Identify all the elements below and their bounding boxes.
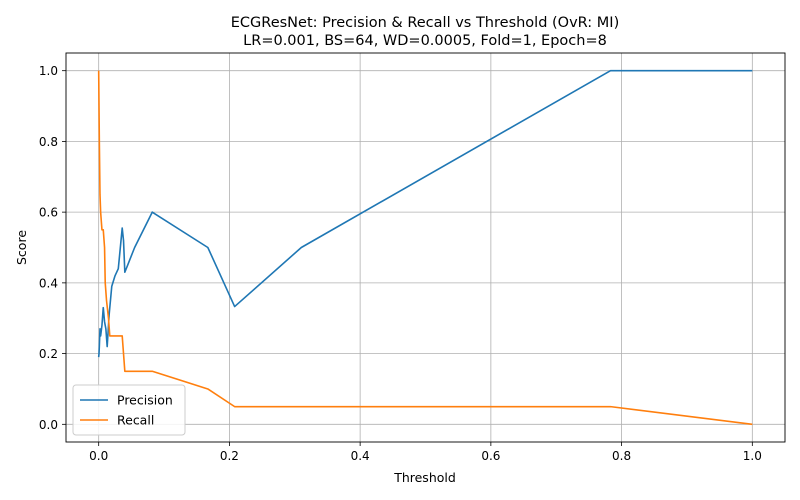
plot-frame	[65, 52, 786, 443]
x-tick-label: 0.8	[612, 449, 631, 463]
legend-label-precision: Precision	[117, 393, 173, 408]
ticks: 0.0 0.2 0.4 0.6 0.8 1.0 0.0 0.2 0.4 0.6 0.8 1.0	[39, 64, 762, 463]
x-tick-label: 0.0	[89, 449, 108, 463]
x-tick-label: 0.2	[220, 449, 239, 463]
legend: Precision Recall	[72, 384, 186, 436]
chart-subtitle: LR=0.001, BS=64, WD=0.0005, Fold=1, Epoc…	[243, 33, 607, 49]
series-line-precision	[97, 69, 753, 358]
series-lines	[97, 69, 753, 426]
y-tick-label: 0.2	[39, 347, 58, 361]
x-tick-label: 0.6	[481, 449, 500, 463]
x-tick-label: 0.4	[351, 449, 370, 463]
y-tick-label: 0.4	[39, 276, 58, 290]
y-axis-label: Score	[14, 230, 29, 265]
x-axis-label: Threshold	[393, 470, 456, 485]
y-tick-label: 0.0	[39, 418, 58, 432]
chart-title: ECGResNet: Precision & Recall vs Thresho…	[231, 15, 620, 31]
grid	[66, 53, 785, 442]
y-tick-label: 1.0	[39, 64, 58, 78]
legend-label-recall: Recall	[117, 413, 154, 428]
series-line-recall	[97, 70, 753, 426]
y-tick-label: 0.6	[39, 206, 58, 220]
legend-box	[72, 384, 186, 436]
y-tick-label: 0.8	[39, 135, 58, 149]
x-tick-label: 1.0	[743, 449, 762, 463]
